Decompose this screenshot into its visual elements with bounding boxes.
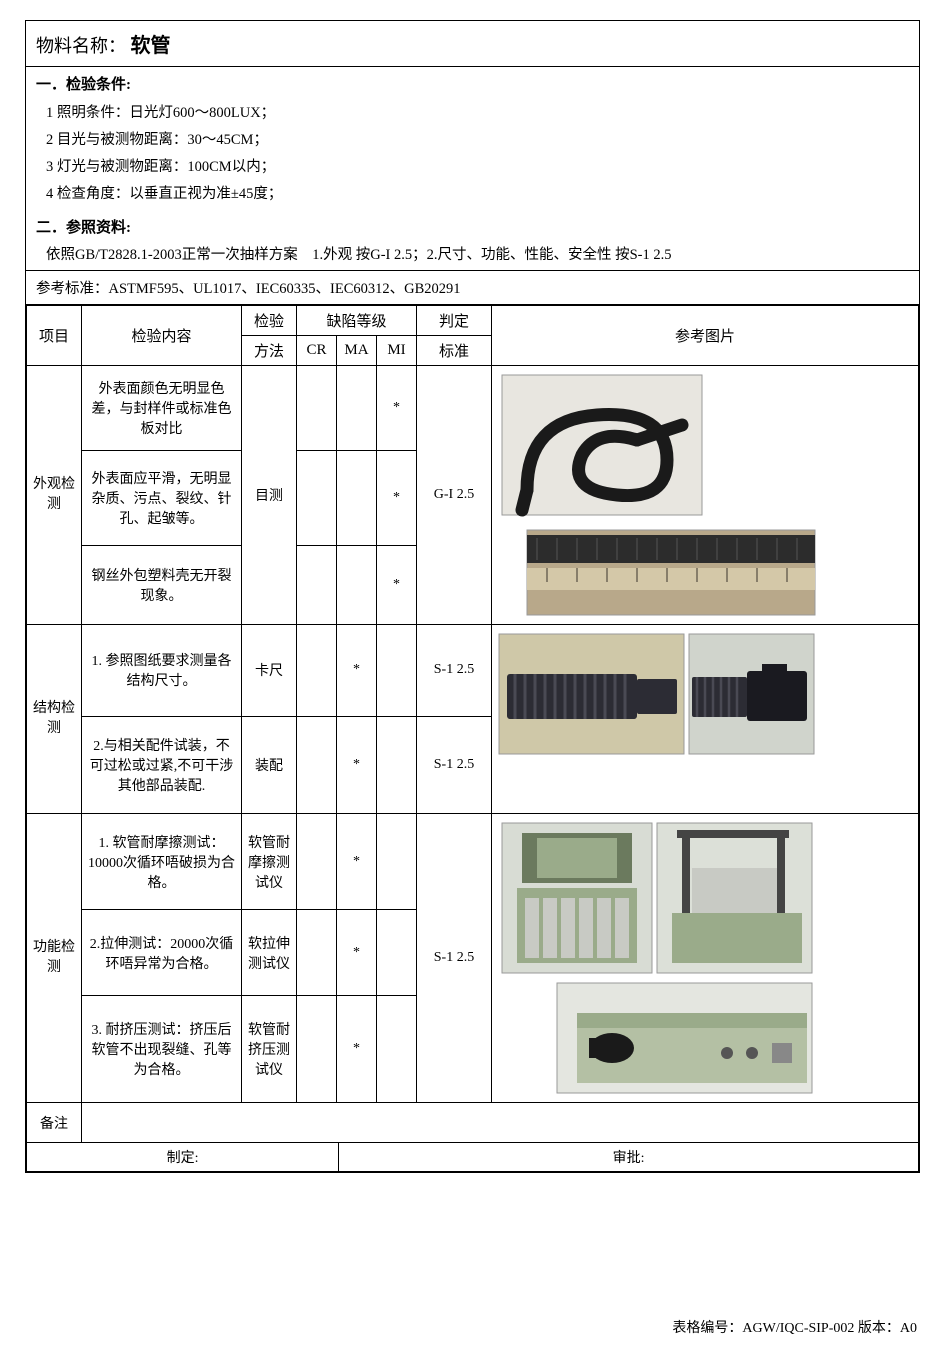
- item-cell: 功能检测: [27, 814, 82, 1103]
- ma-cell: *: [337, 814, 377, 910]
- inspection-table: 项目 检验内容 检验 缺陷等级 判定 参考图片 方法 CR MA MI 标准 外…: [26, 305, 919, 1143]
- ma-cell: *: [337, 910, 377, 996]
- cr-cell: [297, 545, 337, 624]
- method-cell: 软拉伸测试仪: [242, 910, 297, 996]
- method-cell: 卡尺: [242, 625, 297, 717]
- cr-cell: [297, 625, 337, 717]
- title-value: 软管: [131, 35, 171, 57]
- prep-label: 制定:: [27, 1143, 339, 1172]
- section-2-head: 二．参照资料:: [26, 210, 919, 239]
- mi-cell: *: [377, 450, 417, 545]
- ma-cell: [337, 366, 377, 451]
- ma-cell: [337, 545, 377, 624]
- cr-cell: [297, 910, 337, 996]
- condition-1: 1 照明条件：日光灯600～800LUX；: [46, 98, 909, 125]
- col-ma: MA: [337, 336, 377, 366]
- col-judge-2: 标准: [417, 336, 492, 366]
- appr-label: 审批:: [339, 1143, 919, 1172]
- std-cell: S-1 2.5: [417, 716, 492, 813]
- method-cell: 软管耐摩擦测试仪: [242, 814, 297, 910]
- signature-row: 制定: 审批:: [27, 1143, 919, 1172]
- connector-images: [497, 629, 817, 809]
- col-method-1: 检验: [242, 306, 297, 336]
- mi-cell: *: [377, 545, 417, 624]
- title-row: 物料名称： 软管: [26, 21, 919, 67]
- mi-cell: *: [377, 366, 417, 451]
- content-cell: 外表面颜色无明显色差，与封样件或标准色板对比: [82, 366, 242, 451]
- ref-image-cell: [492, 625, 919, 814]
- table-row: 外观检测 外表面颜色无明显色差，与封样件或标准色板对比 目测 * G-I 2.5: [27, 366, 919, 451]
- std-cell: S-1 2.5: [417, 814, 492, 1103]
- col-defect: 缺陷等级: [297, 306, 417, 336]
- mi-cell: [377, 995, 417, 1102]
- mi-cell: [377, 910, 417, 996]
- ref-image-cell: [492, 366, 919, 625]
- content-cell: 2.与相关配件试装，不可过松或过紧,不可干涉其他部品装配.: [82, 716, 242, 813]
- table-row: 结构检测 1. 参照图纸要求测量各结构尺寸。 卡尺 * S-1 2.5: [27, 625, 919, 717]
- cr-cell: [297, 995, 337, 1102]
- remark-label: 备注: [27, 1103, 82, 1143]
- ma-cell: *: [337, 716, 377, 813]
- col-mi: MI: [377, 336, 417, 366]
- mi-cell: [377, 814, 417, 910]
- hose-images: [497, 370, 817, 620]
- document-frame: 物料名称： 软管 一．检验条件: 1 照明条件：日光灯600～800LUX； 2…: [25, 20, 920, 1173]
- ref-image-cell: [492, 814, 919, 1103]
- cr-cell: [297, 814, 337, 910]
- cr-cell: [297, 450, 337, 545]
- col-judge-1: 判定: [417, 306, 492, 336]
- ma-cell: *: [337, 625, 377, 717]
- content-cell: 2.拉伸测试：20000次循环唔异常为合格。: [82, 910, 242, 996]
- method-cell: 目测: [242, 366, 297, 625]
- method-cell: 装配: [242, 716, 297, 813]
- content-cell: 外表面应平滑，无明显杂质、污点、裂纹、针孔、起皱等。: [82, 450, 242, 545]
- remark-content: [82, 1103, 919, 1143]
- col-content: 检验内容: [82, 306, 242, 366]
- mi-cell: [377, 716, 417, 813]
- col-method-2: 方法: [242, 336, 297, 366]
- conditions-list: 1 照明条件：日光灯600～800LUX； 2 目光与被测物距离：30～45CM…: [26, 96, 919, 210]
- reference-line: 依照GB/T2828.1-2003正常一次抽样方案 1.外观 按G-I 2.5；…: [26, 239, 919, 270]
- machine-images: [497, 818, 817, 1098]
- method-cell: 软管耐挤压测试仪: [242, 995, 297, 1102]
- title-label: 物料名称：: [36, 36, 126, 56]
- content-cell: 3. 耐挤压测试：挤压后软管不出现裂缝、孔等为合格。: [82, 995, 242, 1102]
- std-cell: G-I 2.5: [417, 366, 492, 625]
- cr-cell: [297, 716, 337, 813]
- mi-cell: [377, 625, 417, 717]
- condition-4: 4 检查角度：以垂直正视为准±45度；: [46, 179, 909, 206]
- footer-table: 制定: 审批:: [26, 1143, 919, 1172]
- content-cell: 1. 软管耐摩擦测试：10000次循环唔破损为合格。: [82, 814, 242, 910]
- header-row-1: 项目 检验内容 检验 缺陷等级 判定 参考图片: [27, 306, 919, 336]
- condition-3: 3 灯光与被测物距离：100CM以内；: [46, 152, 909, 179]
- ma-cell: [337, 450, 377, 545]
- col-cr: CR: [297, 336, 337, 366]
- item-cell: 外观检测: [27, 366, 82, 625]
- content-cell: 1. 参照图纸要求测量各结构尺寸。: [82, 625, 242, 717]
- ma-cell: *: [337, 995, 377, 1102]
- condition-2: 2 目光与被测物距离：30～45CM；: [46, 125, 909, 152]
- item-cell: 结构检测: [27, 625, 82, 814]
- document-number: 表格编号：AGW/IQC-SIP-002 版本：A0: [672, 1317, 917, 1337]
- standards-line: 参考标准：ASTMF595、UL1017、IEC60335、IEC60312、G…: [26, 270, 919, 305]
- col-ref: 参考图片: [492, 306, 919, 366]
- remark-row: 备注: [27, 1103, 919, 1143]
- cr-cell: [297, 366, 337, 451]
- col-item: 项目: [27, 306, 82, 366]
- std-cell: S-1 2.5: [417, 625, 492, 717]
- section-1-head: 一．检验条件:: [26, 67, 919, 96]
- table-row: 功能检测 1. 软管耐摩擦测试：10000次循环唔破损为合格。 软管耐摩擦测试仪…: [27, 814, 919, 910]
- content-cell: 钢丝外包塑料壳无开裂现象。: [82, 545, 242, 624]
